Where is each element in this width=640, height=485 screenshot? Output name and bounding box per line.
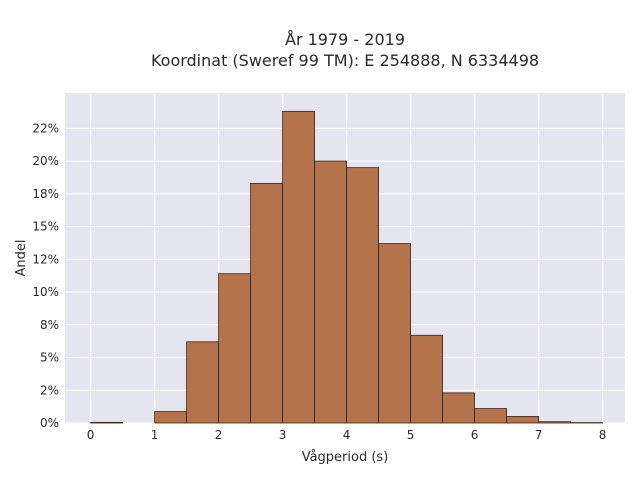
chart-title-line-1: År 1979 - 2019 — [285, 30, 405, 49]
y-tick-label: 22% — [32, 121, 59, 135]
x-tick-label: 8 — [599, 428, 607, 442]
y-tick-label: 18% — [32, 187, 59, 201]
histogram-bar — [155, 412, 187, 423]
histogram-bar — [283, 111, 315, 423]
chart-title-line-2: Koordinat (Sweref 99 TM): E 254888, N 63… — [151, 51, 539, 70]
x-tick-label: 0 — [87, 428, 95, 442]
histogram-bar — [539, 422, 571, 423]
x-tick-label: 4 — [343, 428, 351, 442]
x-tick-labels: 0 1 2 3 4 5 6 7 8 — [87, 428, 607, 442]
histogram-bar — [347, 168, 379, 423]
y-tick-label: 10% — [32, 285, 59, 299]
y-tick-label: 0% — [40, 416, 59, 430]
y-tick-label: 15% — [32, 220, 59, 234]
y-tick-label: 12% — [32, 252, 59, 266]
x-tick-label: 5 — [407, 428, 415, 442]
y-tick-label: 2% — [40, 383, 59, 397]
histogram-bar — [219, 274, 251, 423]
histogram-bar — [315, 161, 347, 423]
y-tick-label: 8% — [40, 318, 59, 332]
histogram-bar — [411, 335, 443, 423]
histogram-bar — [507, 416, 539, 423]
x-tick-label: 6 — [471, 428, 479, 442]
x-tick-label: 3 — [279, 428, 287, 442]
y-axis-title: Andel — [14, 240, 29, 277]
x-tick-label: 1 — [151, 428, 159, 442]
y-tick-label: 20% — [32, 154, 59, 168]
histogram-bar — [187, 342, 219, 423]
x-tick-label: 2 — [215, 428, 223, 442]
y-tick-labels: 0% 2% 5% 8% 10% 12% 15% 18% 20% 22% — [32, 121, 59, 430]
histogram-bar — [443, 393, 475, 423]
histogram-bar — [91, 422, 123, 423]
histogram-bar — [251, 183, 283, 423]
histogram-bar — [379, 244, 411, 423]
x-axis-title: Vågperiod (s) — [302, 450, 389, 465]
histogram-bar — [475, 409, 507, 423]
x-tick-label: 7 — [535, 428, 543, 442]
y-tick-label: 5% — [40, 351, 59, 365]
